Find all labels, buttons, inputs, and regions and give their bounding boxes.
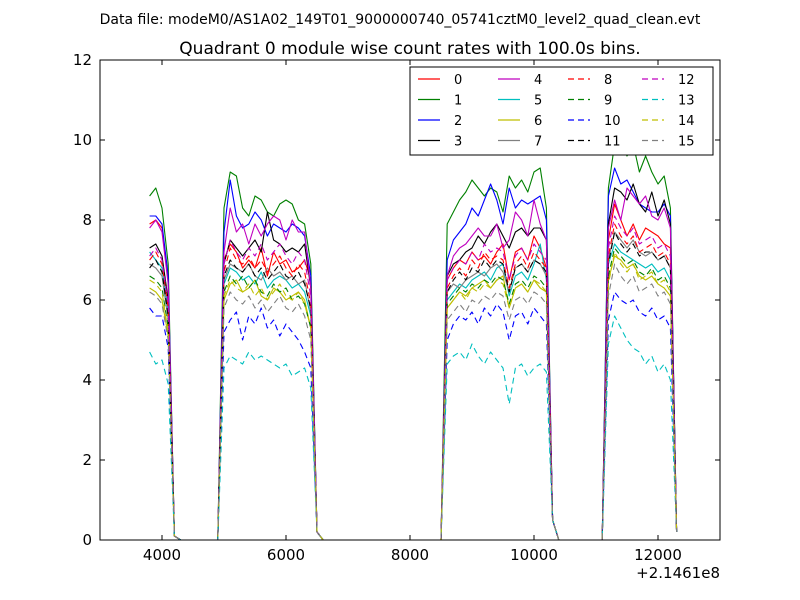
legend-label: 10	[604, 114, 621, 129]
series-line-12	[149, 215, 678, 540]
chart-title: Quadrant 0 module wise count rates with …	[179, 39, 640, 59]
legend-label: 9	[604, 94, 612, 109]
series-line-4	[149, 187, 678, 540]
x-tick-label: 6000	[267, 546, 305, 564]
suptitle: Data file: modeM0/AS1A02_149T01_90000007…	[100, 12, 701, 28]
legend-label: 8	[604, 73, 612, 88]
legend-label: 11	[604, 135, 621, 150]
y-tick-label: 8	[82, 211, 92, 229]
y-tick-label: 4	[82, 371, 92, 389]
series-line-11	[149, 231, 678, 540]
y-tick-label: 10	[73, 131, 92, 149]
series-line-13	[149, 315, 678, 540]
series-line-1	[149, 139, 678, 540]
y-tick-label: 12	[73, 51, 92, 69]
legend-label: 12	[678, 73, 695, 88]
series-line-9	[149, 247, 678, 540]
legend-label: 15	[678, 135, 695, 150]
legend-label: 2	[454, 114, 462, 129]
x-tick-label: 8000	[391, 546, 429, 564]
series-line-5	[149, 243, 678, 540]
x-tick-label: 10000	[510, 546, 558, 564]
series-line-0	[149, 203, 678, 540]
legend-label: 3	[454, 135, 462, 150]
y-tick-label: 0	[82, 531, 92, 549]
plot-series	[149, 139, 678, 540]
series-line-15	[149, 263, 678, 540]
series-line-3	[149, 183, 678, 540]
series-line-14	[149, 251, 678, 540]
series-line-8	[149, 223, 678, 540]
legend-label: 5	[534, 94, 542, 109]
legend-label: 14	[678, 114, 695, 129]
legend-label: 4	[534, 73, 542, 88]
x-tick-label: 12000	[634, 546, 682, 564]
legend-label: 1	[454, 94, 462, 109]
x-offset-label: +2.1461e8	[636, 564, 720, 582]
series-line-10	[149, 291, 678, 540]
legend-label: 7	[534, 135, 542, 150]
legend-label: 0	[454, 73, 462, 88]
series-line-6	[149, 255, 678, 540]
x-tick-label: 4000	[143, 546, 181, 564]
series-line-7	[149, 231, 678, 540]
legend-label: 13	[678, 94, 695, 109]
legend-label: 6	[534, 114, 542, 129]
y-tick-label: 6	[82, 291, 92, 309]
y-tick-label: 2	[82, 451, 92, 469]
series-line-2	[149, 167, 678, 540]
